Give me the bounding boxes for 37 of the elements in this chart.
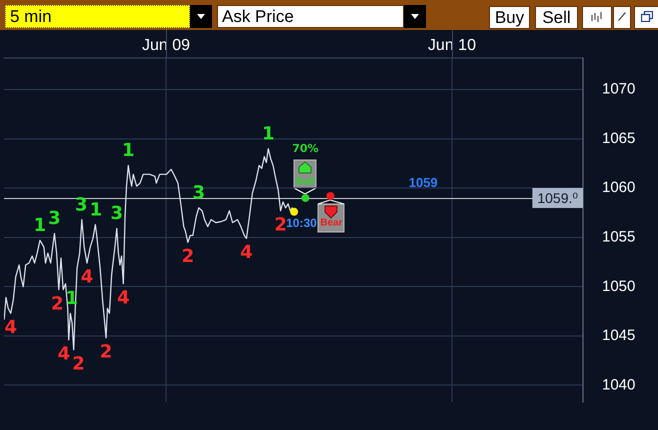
y-tick-label: 1045: [602, 327, 636, 344]
text: Sell: [535, 6, 578, 29]
annotation: 3: [192, 182, 206, 204]
x-tick-label: Jun 10: [428, 36, 476, 54]
text: Buy: [489, 6, 530, 29]
annotation: 2: [274, 214, 287, 236]
annotation: 70%: [292, 142, 319, 155]
annotation: 2: [72, 353, 85, 374]
y-tick-label: 1050: [602, 278, 636, 295]
ref-line-label: 1059: [408, 175, 438, 190]
annotation: 1059.⁰: [537, 190, 578, 206]
x-tick-label: Jun 09: [142, 36, 190, 54]
annotation: 4: [80, 266, 94, 288]
annotation: 3: [48, 208, 61, 230]
annotation: 1: [90, 199, 102, 220]
legend-label: Bear: [320, 218, 343, 229]
y-tick-label: 1040: [602, 376, 636, 394]
annotation: 4: [58, 344, 70, 365]
text: Ask Price: [217, 5, 404, 28]
annotation: 2: [100, 342, 112, 363]
annotation: 3: [110, 203, 124, 224]
annotation: 4: [117, 287, 130, 308]
annotation: 1: [34, 215, 46, 236]
annotation: 4: [240, 242, 253, 264]
y-tick-label: 1065: [602, 130, 636, 147]
series-label: Bull: [296, 176, 316, 188]
annotation: 4: [4, 316, 18, 338]
annotation: 2: [182, 246, 194, 267]
annotation: 2: [51, 293, 64, 314]
series-label: 10:30: [286, 216, 318, 230]
annotation: 3: [75, 194, 88, 216]
y-tick-label: 1055: [602, 228, 636, 246]
y-tick-label: 1060: [602, 179, 636, 196]
text: 5 min: [5, 5, 190, 28]
annotation: 1: [122, 140, 135, 162]
y-tick-label: 1070: [602, 80, 636, 98]
annotation: 1: [262, 123, 275, 144]
